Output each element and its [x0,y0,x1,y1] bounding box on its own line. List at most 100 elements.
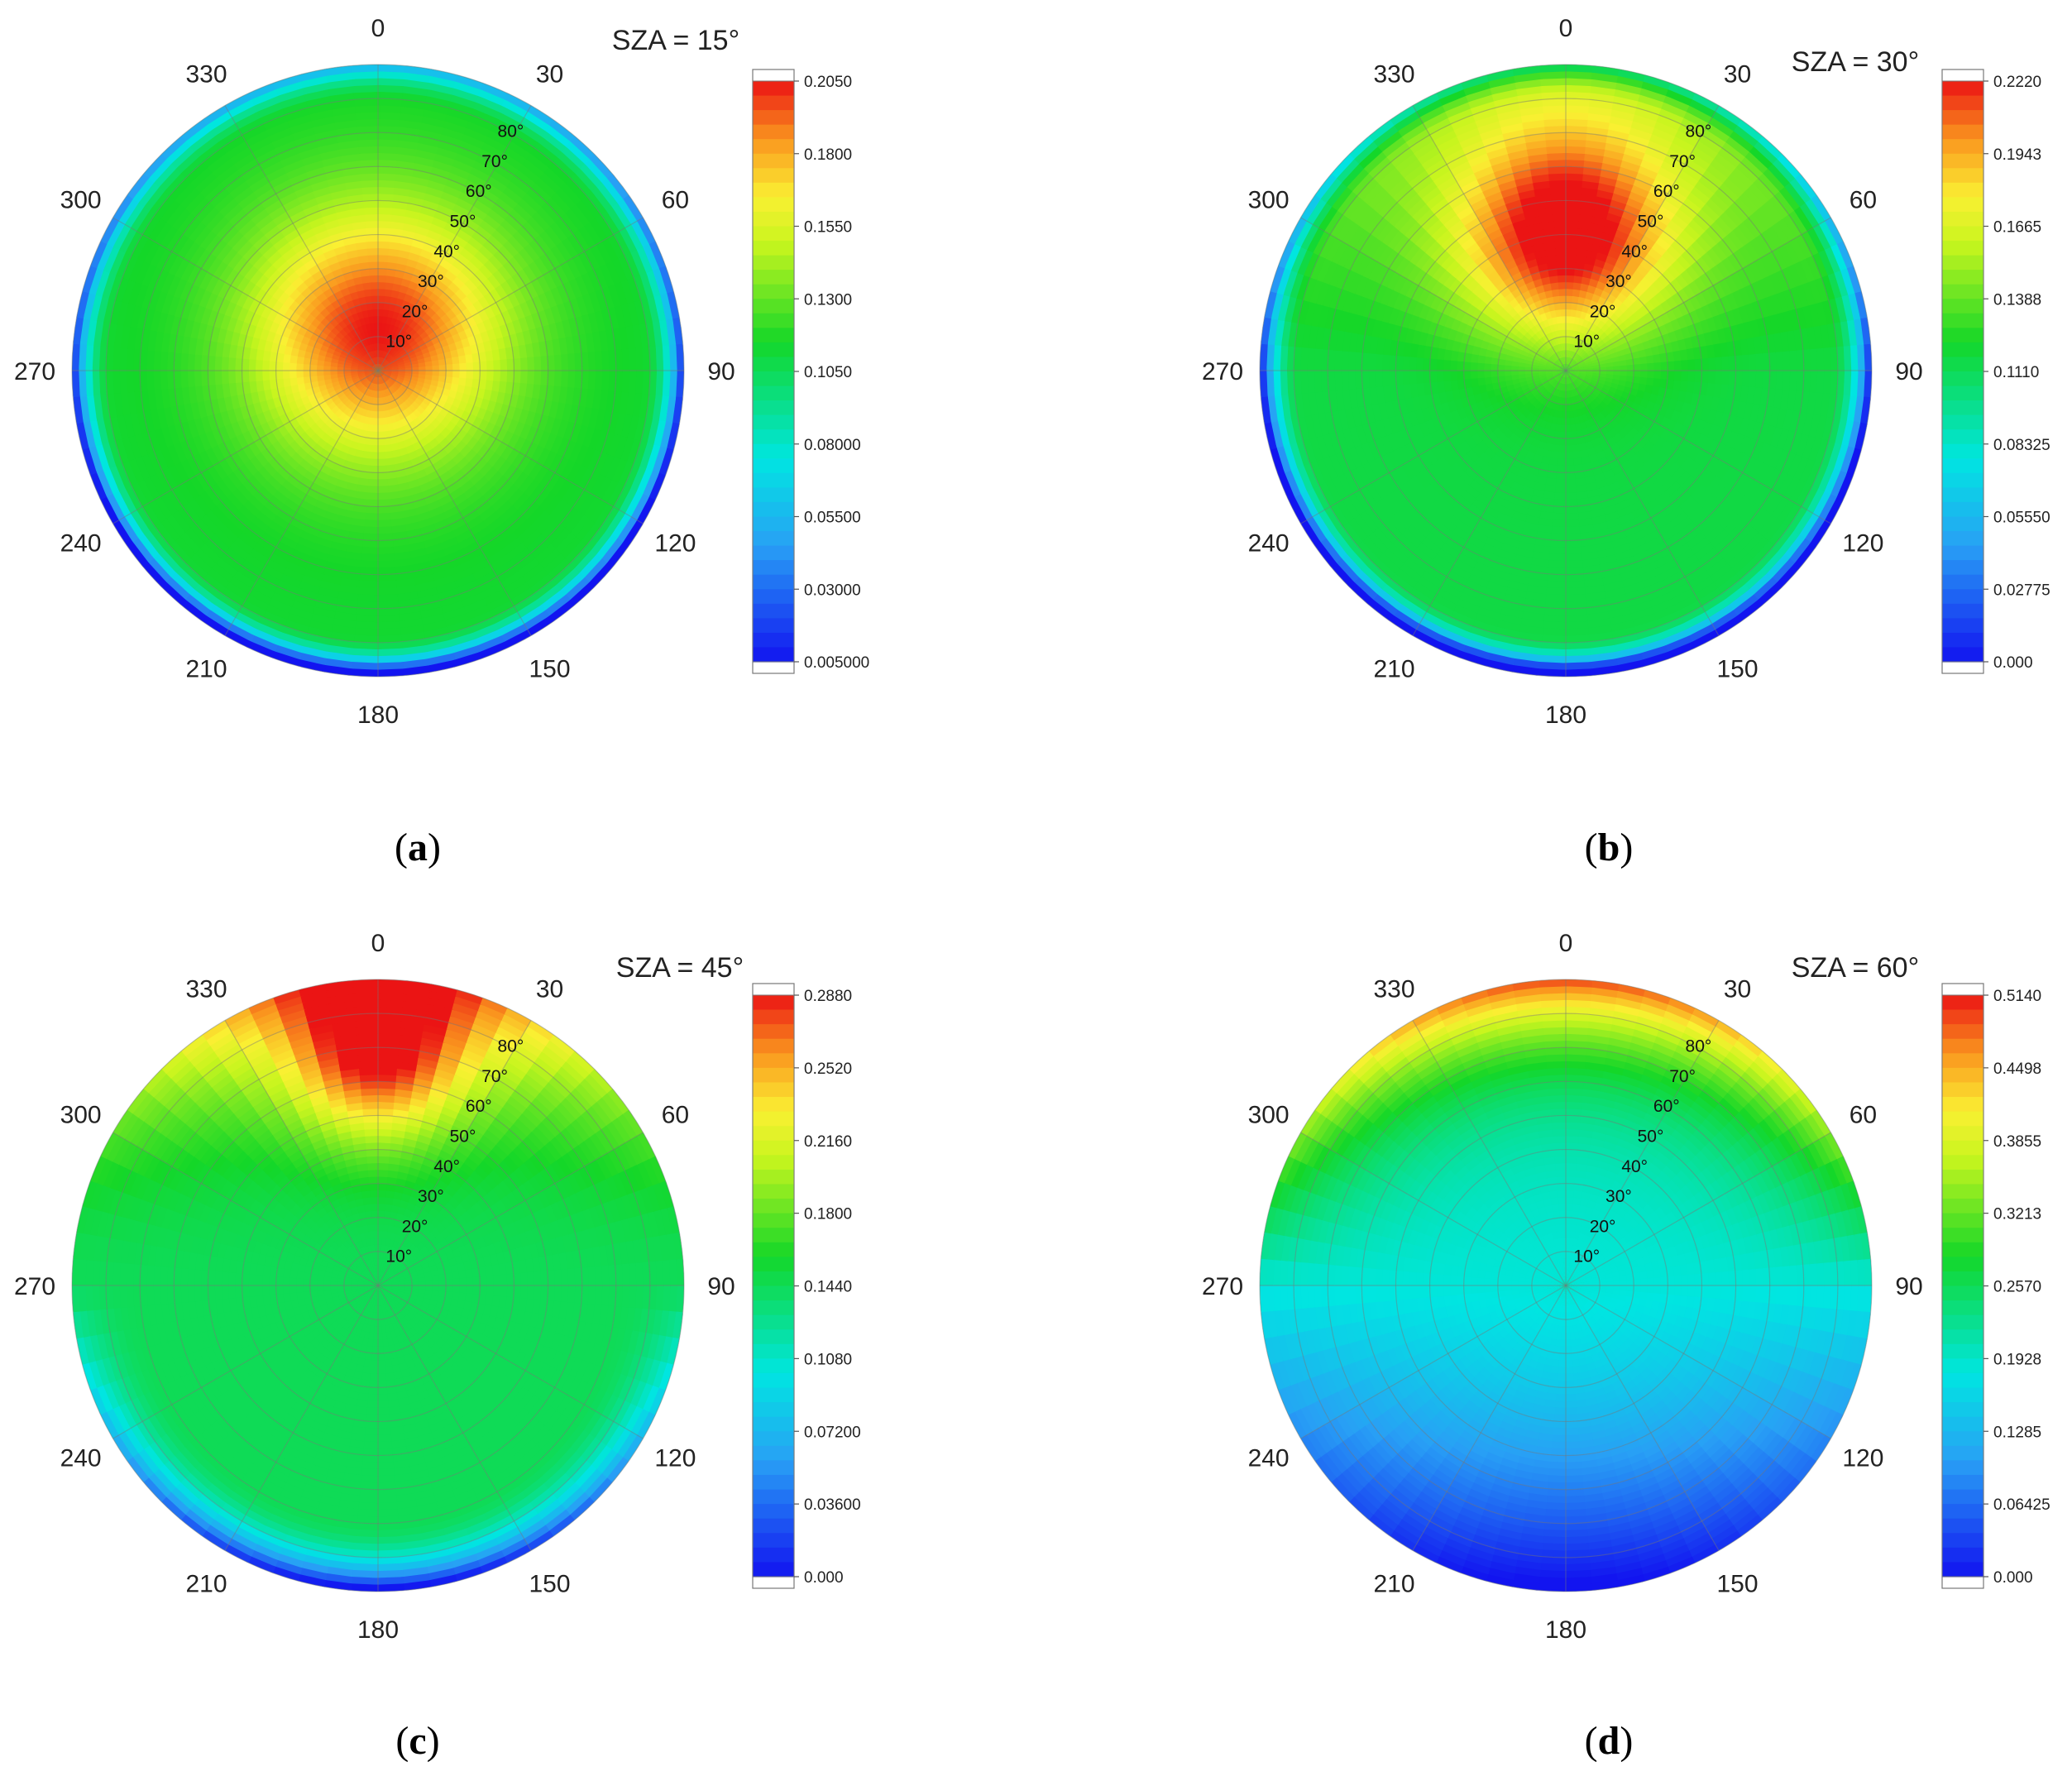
heat-cell [241,369,250,383]
heat-cell [1670,467,1687,483]
heat-cell [391,371,400,373]
heat-cell [353,390,361,398]
heat-cell [1569,376,1574,383]
heat-cell [262,525,283,543]
heat-cell [290,347,299,357]
colorbar-band [753,531,794,547]
heat-cell [1603,261,1616,273]
heat-cell [1541,354,1549,361]
heat-cell [103,295,117,323]
heat-cell [611,202,634,231]
heat-cell [545,249,562,271]
heat-cell [194,517,215,540]
heat-cell [384,366,392,369]
heat-cell [346,341,355,349]
heat-cell [237,218,257,237]
heat-cell [372,376,376,385]
heat-cell [364,364,372,369]
heat-cell [589,291,603,315]
heat-cell [607,234,627,261]
heat-cell [308,613,335,626]
heat-cell [378,267,389,276]
heat-cell [209,504,229,525]
azimuth-label-180: 180 [357,701,399,729]
heat-cell [478,295,491,311]
heat-cell [544,290,558,310]
heat-cell [1506,486,1522,500]
heat-cell [562,237,581,261]
heat-cell [350,365,358,369]
heat-cell [1544,247,1558,257]
heat-cell [381,417,388,426]
heat-cell [370,445,378,453]
heat-cell [200,204,222,227]
heat-cell [443,620,471,635]
heat-cell [1566,322,1571,330]
heat-cell [1559,397,1564,405]
heat-cell [1699,345,1709,361]
heat-cell [395,354,403,361]
heat-cell [1591,375,1601,381]
heat-cell [255,347,265,361]
heat-cell [514,599,543,620]
heat-cell [1561,342,1565,351]
heat-cell [1429,279,1444,296]
heat-cell [527,371,535,386]
heat-cell [1612,375,1621,381]
heat-cell [377,371,379,378]
heat-cell [371,350,375,358]
heat-cell [398,366,406,370]
heat-cell [1701,421,1714,439]
heat-cell [1664,282,1679,298]
heat-cell [258,153,283,170]
heat-cell [393,382,401,389]
heat-cell [130,203,151,232]
heat-cell [364,505,378,515]
heat-cell [200,251,218,272]
heat-cell [249,581,275,600]
heat-cell [559,459,577,482]
heat-cell [397,361,405,366]
heat-cell [397,346,405,354]
heat-cell [378,370,385,371]
heat-cell [305,555,328,568]
heat-cell [493,371,501,383]
heat-cell [575,168,600,194]
heat-cell [1666,295,1679,311]
heat-cell [173,350,182,371]
heat-cell [217,280,232,299]
heat-cell [255,369,263,381]
heat-cell [511,407,524,424]
heat-cell [232,508,251,528]
heat-cell [269,591,294,608]
heat-cell [452,234,470,249]
heat-cell [570,136,597,161]
heat-cell [395,357,404,362]
heat-cell [513,288,528,306]
heat-cell [415,149,439,161]
heat-cell [1459,254,1476,270]
heat-cell [1620,247,1636,260]
heat-cell [1543,342,1551,350]
heat-cell [348,200,366,210]
heat-cell [435,347,445,356]
heat-cell [1666,309,1678,323]
heat-cell [1706,344,1716,360]
heat-cell [668,371,678,400]
heat-cell [635,371,644,397]
heat-cell [553,503,574,526]
heat-cell [1618,354,1627,362]
heat-cell [1607,248,1622,261]
heat-cell [329,366,337,371]
heat-cell [281,265,296,280]
heat-cell [316,359,325,366]
heat-cell [1538,320,1547,330]
zenith-ring-label: 50° [450,213,476,232]
heat-cell [254,622,283,640]
heat-cell [152,447,169,472]
azimuth-label-330: 330 [185,61,227,89]
heat-cell [420,386,430,395]
heat-cell [298,476,313,490]
heat-cell [471,379,481,390]
heat-cell [292,542,313,557]
